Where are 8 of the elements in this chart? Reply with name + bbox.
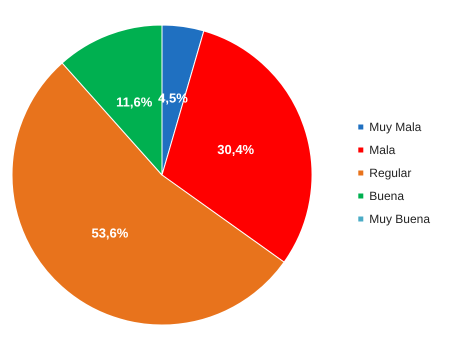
data-label: 11,6% (116, 94, 153, 110)
legend-label: Regular (369, 166, 412, 180)
legend-label: Mala (369, 143, 396, 157)
data-label: 30,4% (217, 142, 255, 157)
legend-label: Buena (369, 189, 404, 203)
legend-label: Muy Buena (369, 212, 430, 226)
data-label: 53,6% (91, 226, 129, 241)
legend-label: Muy Mala (369, 120, 422, 134)
